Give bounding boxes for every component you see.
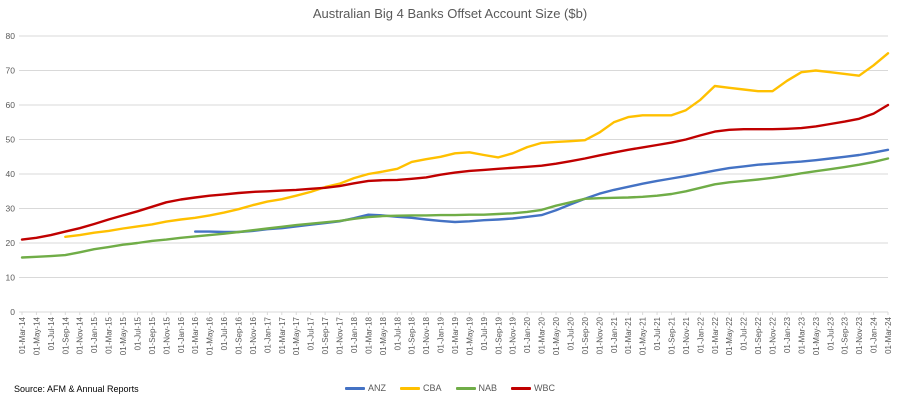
x-axis-tick-label: 01-Nov-15 (162, 316, 171, 354)
x-axis-tick-label: 01-Mar-22 (711, 316, 720, 353)
x-axis-tick-label: 01-Jul-14 (47, 316, 56, 350)
y-axis-tick-label: 60 (6, 100, 16, 110)
y-axis-tick-label: 0 (10, 307, 15, 317)
x-axis-tick-label: 01-Sep-17 (321, 316, 330, 354)
y-axis-tick-label: 80 (6, 31, 16, 41)
series-line-wbc (20, 103, 890, 241)
x-axis-tick-label: 01-Mar-14 (18, 316, 27, 353)
x-axis-tick-label: 01-May-22 (725, 316, 734, 355)
x-axis-tick-label: 01-May-16 (206, 316, 215, 355)
x-axis-tick-label: 01-Nov-23 (855, 316, 864, 354)
x-axis-tick-label: 01-Mar-15 (105, 316, 114, 353)
x-axis-tick-label: 01-Mar-24 (884, 316, 893, 353)
x-axis-tick-label: 01-Mar-18 (364, 316, 373, 353)
chart-title: Australian Big 4 Banks Offset Account Si… (312, 6, 588, 21)
x-axis-tick-label: 01-Nov-21 (682, 316, 691, 354)
legend-swatch-nab (455, 386, 476, 390)
legend-item-cba: CBA (399, 383, 442, 393)
x-axis-tick-label: 01-May-20 (552, 316, 561, 355)
x-axis-tick-label: 01-Jan-15 (90, 316, 99, 353)
series-line-nab (20, 157, 890, 259)
source-note: Source: AFM & Annual Reports (14, 384, 139, 394)
x-axis-tick-label: 01-Mar-20 (538, 316, 547, 353)
x-axis-tick-label: 01-May-23 (812, 316, 821, 355)
legend-swatch-wbc (511, 386, 532, 390)
x-axis-tick-label: 01-Jan-24 (870, 316, 879, 353)
x-axis-tick-label: 01-May-14 (32, 316, 41, 355)
legend-item-wbc: WBC (511, 383, 555, 393)
x-axis-tick-label: 01-May-19 (465, 316, 474, 355)
x-axis-tick-label: 01-Jan-23 (783, 316, 792, 353)
x-axis-tick-label: 01-Sep-18 (408, 316, 417, 354)
x-axis-tick-label: 01-Sep-15 (148, 316, 157, 354)
chart-legend: ANZ CBA NAB WBC (0, 383, 900, 393)
y-axis-tick-label: 20 (6, 238, 16, 248)
x-axis-tick-label: 01-May-15 (119, 316, 128, 355)
x-axis-tick-label: 01-Nov-17 (336, 316, 345, 354)
x-axis-tick-label: 01-Jan-21 (610, 316, 619, 353)
y-axis-tick-label: 50 (6, 135, 16, 145)
x-axis-tick-label: 01-Sep-14 (61, 316, 70, 354)
legend-item-anz: ANZ (344, 383, 386, 393)
x-axis-tick-label: 01-Nov-18 (422, 316, 431, 354)
x-axis-tick-label: 01-Sep-23 (841, 316, 850, 354)
x-axis-tick-label: 01-Jul-16 (220, 316, 229, 350)
legend-label-cba: CBA (422, 383, 442, 393)
x-axis-tick-label: 01-Jan-20 (523, 316, 532, 353)
legend-label-wbc: WBC (534, 383, 556, 393)
y-axis-tick-label: 70 (6, 66, 16, 76)
x-axis-tick-label: 01-Mar-21 (624, 316, 633, 353)
x-axis-tick-label: 01-Nov-22 (769, 316, 778, 354)
x-axis-tick-label: 01-Jul-15 (133, 316, 142, 350)
x-axis-tick-label: 01-Mar-19 (451, 316, 460, 353)
x-axis-tick-label: 01-Mar-16 (191, 316, 200, 353)
y-axis-tick-label: 40 (6, 169, 16, 179)
x-axis-tick-label: 01-Jul-17 (307, 316, 316, 350)
series-line-cba (64, 52, 890, 239)
x-axis-tick-label: 01-Nov-20 (595, 316, 604, 354)
x-axis-tick-label: 01-Jan-16 (177, 316, 186, 353)
x-axis-tick-label: 01-Nov-14 (76, 316, 85, 354)
x-axis-tick-label: 01-Jan-18 (350, 316, 359, 353)
x-axis-tick-label: 01-Sep-16 (235, 316, 244, 354)
x-axis-tick-label: 01-Nov-19 (509, 316, 518, 354)
x-axis-tick-label: 01-May-17 (292, 316, 301, 355)
x-axis-tick-label: 01-Sep-22 (754, 316, 763, 354)
series-line-anz (193, 148, 890, 234)
x-axis-tick-label: 01-Jan-17 (263, 316, 272, 353)
x-axis-tick-label: 01-Jul-18 (393, 316, 402, 350)
x-axis-tick-label: 01-Sep-19 (494, 316, 503, 354)
x-axis-tick-label: 01-Nov-16 (249, 316, 258, 354)
x-axis-tick-label: 01-May-18 (379, 316, 388, 355)
x-axis-tick-label: 01-Jul-19 (480, 316, 489, 350)
x-axis-tick-label: 01-Jul-22 (740, 316, 749, 350)
x-axis-tick-label: 01-May-21 (639, 316, 648, 355)
x-axis-tick-label: 01-Jul-21 (653, 316, 662, 350)
x-axis-tick-label: 01-Sep-20 (581, 316, 590, 354)
y-axis-tick-label: 10 (6, 273, 16, 283)
x-axis-tick-label: 01-Jan-19 (437, 316, 446, 353)
x-axis-tick-label: 01-Jul-20 (566, 316, 575, 350)
x-axis-tick-label: 01-Mar-17 (278, 316, 287, 353)
legend-label-anz: ANZ (367, 383, 386, 393)
legend-item-nab: NAB (455, 383, 498, 393)
legend-swatch-anz (344, 386, 365, 390)
x-axis-tick-label: 01-Mar-23 (797, 316, 806, 353)
x-axis-tick-label: 01-Sep-21 (668, 316, 677, 354)
x-axis-tick-label: 01-Jan-22 (696, 316, 705, 353)
legend-swatch-cba (399, 386, 420, 390)
x-axis-tick-label: 01-Jul-23 (826, 316, 835, 350)
y-axis-tick-label: 30 (6, 204, 16, 214)
legend-label-nab: NAB (478, 383, 498, 393)
